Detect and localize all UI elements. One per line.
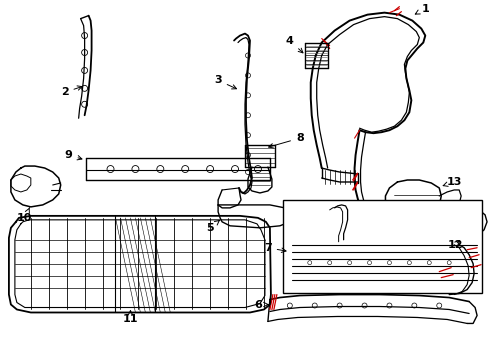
Text: 1: 1 xyxy=(414,4,428,14)
Text: 8: 8 xyxy=(268,133,303,148)
Text: 7: 7 xyxy=(264,243,285,253)
Text: 9: 9 xyxy=(64,150,81,160)
Text: 2: 2 xyxy=(61,86,82,97)
Text: 13: 13 xyxy=(442,177,461,187)
Text: 4: 4 xyxy=(285,36,303,53)
Text: 10: 10 xyxy=(17,208,33,223)
Bar xyxy=(282,200,481,293)
Text: 3: 3 xyxy=(214,75,236,89)
Text: 5: 5 xyxy=(206,220,219,233)
Text: 11: 11 xyxy=(122,311,138,324)
Text: 12: 12 xyxy=(447,240,462,250)
Text: 6: 6 xyxy=(253,300,267,310)
